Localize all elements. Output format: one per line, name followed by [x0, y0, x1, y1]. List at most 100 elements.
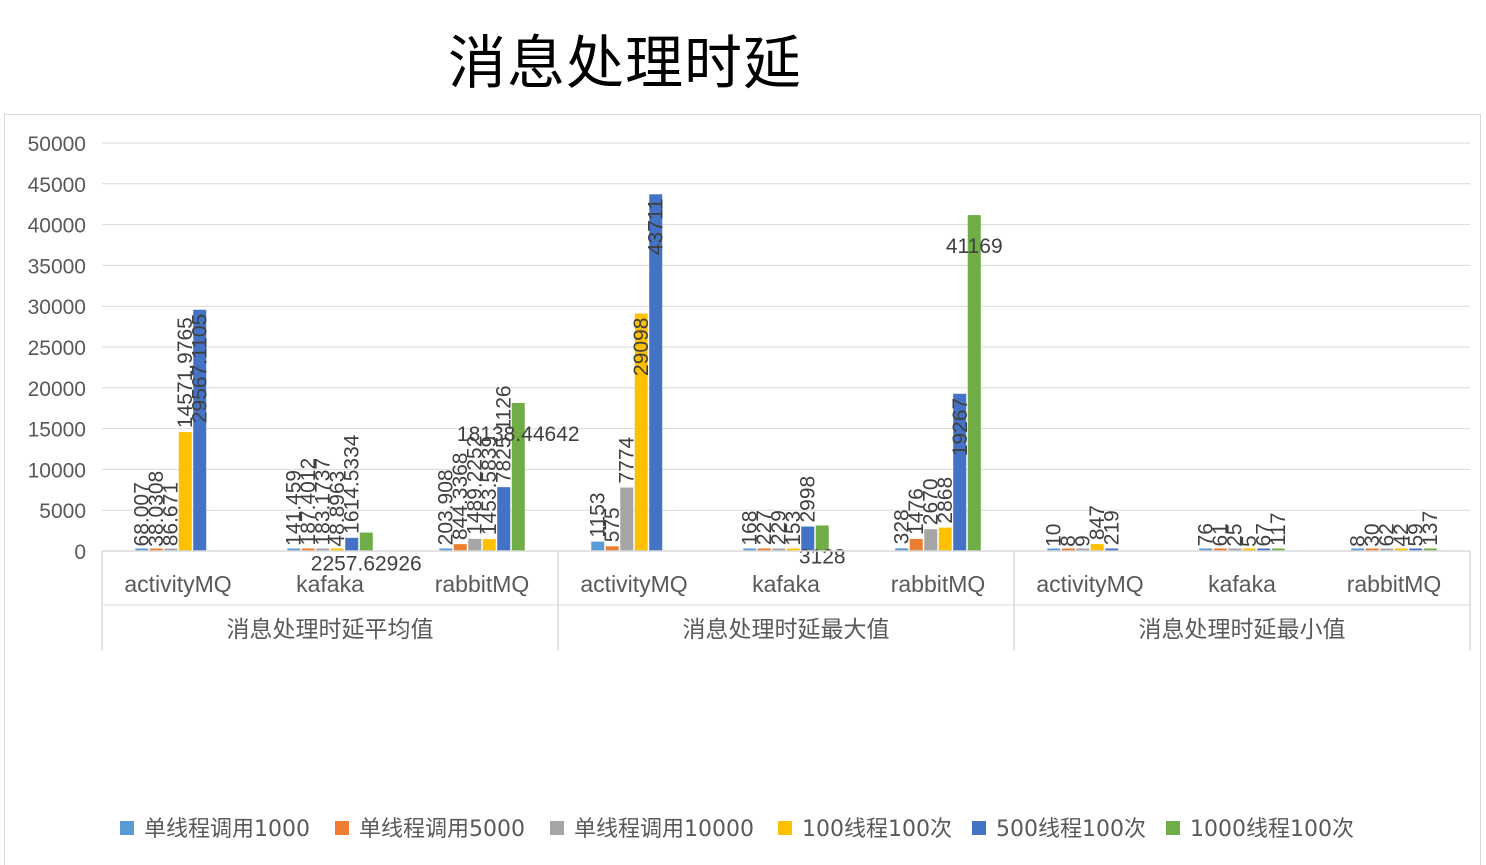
bar — [924, 529, 938, 551]
bar — [178, 432, 192, 551]
bar — [468, 538, 482, 551]
data-label: 61 — [1209, 523, 1232, 546]
bar — [620, 487, 634, 551]
bar — [345, 537, 359, 551]
x-axis: activityMQ kafaka rabbitMQ消息处理时延平均值activit… — [101, 550, 1471, 650]
x-group-label: 消息处理时延最大值 — [683, 617, 890, 643]
legend-swatch — [335, 821, 349, 835]
data-label: 48.8963 — [326, 471, 349, 547]
x-category-label: rabbitMQ — [435, 571, 530, 597]
chart-frame — [4, 114, 1481, 865]
bar — [453, 544, 467, 551]
data-label: 7774 — [616, 437, 639, 484]
data-label: 219 — [1101, 510, 1124, 545]
x-category-label: rabbitMQ — [891, 571, 986, 597]
data-label: 43711 — [645, 198, 668, 255]
bar — [1409, 548, 1423, 551]
y-axis-ticks: 0 5000 10000 15000 20000 25000 30000 35000 40000… — [28, 133, 86, 564]
x-category-label: activityMQ — [580, 571, 687, 597]
legend-swatch — [972, 821, 986, 835]
data-label: 2998 — [797, 476, 820, 523]
data-label: 29098 — [630, 318, 653, 376]
legend-label: 1000线程100次 — [1190, 817, 1354, 842]
legend-swatch — [1166, 821, 1180, 835]
bar — [439, 548, 453, 551]
bar — [786, 548, 800, 551]
bar — [1228, 548, 1242, 551]
data-label: 3128 — [799, 545, 846, 568]
bar — [1076, 548, 1090, 551]
bar — [801, 526, 815, 551]
bar — [1271, 548, 1285, 551]
y-tick-label: 40000 — [28, 215, 86, 238]
data-label: 227 — [753, 510, 776, 545]
data-label: 59 — [1405, 523, 1428, 546]
bar — [772, 548, 786, 551]
bar — [1423, 548, 1437, 551]
data-label: 8 — [1347, 535, 1370, 547]
bar — [895, 548, 909, 551]
data-label: 29567.1105 — [189, 314, 212, 423]
y-tick-label: 5000 — [39, 500, 86, 523]
y-tick-label: 20000 — [28, 378, 86, 401]
data-label: 76 — [1195, 523, 1218, 546]
data-label: 847 — [1086, 505, 1109, 540]
bar — [1351, 548, 1365, 551]
data-label: 41169 — [946, 235, 1003, 258]
bar — [1242, 548, 1256, 551]
data-label: 1614.5334 — [341, 434, 364, 534]
bar — [967, 215, 981, 551]
data-label: 42 — [1390, 523, 1413, 546]
data-label: 168 — [739, 511, 762, 546]
legend-label: 单线程调用1000 — [144, 817, 310, 842]
data-label: 2257.62926 — [311, 553, 422, 576]
bar — [511, 402, 525, 551]
x-group-label: 消息处理时延最小值 — [1139, 617, 1346, 643]
bar — [497, 487, 511, 551]
bar — [605, 546, 619, 551]
bar — [193, 309, 207, 551]
bar — [164, 548, 178, 551]
bar — [330, 548, 344, 551]
bar — [1394, 548, 1408, 551]
data-label: 328 — [891, 509, 914, 544]
bar — [1061, 548, 1075, 551]
data-label: 67 — [1253, 523, 1276, 546]
data-label: 68.007 — [131, 482, 154, 546]
y-tick-label: 0 — [74, 541, 86, 564]
data-label: 9 — [1072, 535, 1095, 547]
y-tick-label: 30000 — [28, 296, 86, 319]
data-label: 7825.1126 — [493, 385, 516, 483]
bar — [909, 538, 923, 551]
legend-swatch — [550, 821, 564, 835]
bar — [1047, 548, 1061, 551]
data-label: 844.3368 — [449, 453, 472, 541]
legend: 单线程调用1000 单线程调用5000 单线程调用10000 100线程100次 500… — [120, 817, 1354, 842]
bar — [1199, 548, 1213, 551]
bars — [135, 194, 1437, 551]
bar — [1257, 548, 1271, 551]
data-label: 575 — [601, 507, 624, 542]
y-tick-label: 45000 — [28, 174, 86, 197]
data-label: 30 — [1361, 523, 1384, 546]
y-tick-label: 15000 — [28, 419, 86, 442]
bar — [1105, 548, 1119, 551]
data-label: 153 — [782, 511, 805, 546]
data-label: 117 — [1267, 513, 1290, 546]
y-tick-label: 50000 — [28, 133, 86, 156]
data-label: 5 — [1238, 535, 1261, 547]
data-label: 1476 — [905, 488, 928, 535]
bar — [649, 194, 663, 551]
bar — [316, 548, 330, 551]
legend-label: 单线程调用10000 — [574, 817, 754, 842]
data-label: 14571.9765 — [174, 317, 197, 428]
data-label: 137 — [1419, 511, 1442, 546]
x-category-label: activityMQ — [1036, 571, 1143, 597]
bar — [359, 532, 373, 551]
data-label: 1489.2252 — [464, 436, 487, 535]
legend-swatch — [120, 821, 134, 835]
bar — [815, 525, 829, 551]
data-label: 62 — [1376, 523, 1399, 546]
data-label: 203.908 — [435, 469, 458, 545]
